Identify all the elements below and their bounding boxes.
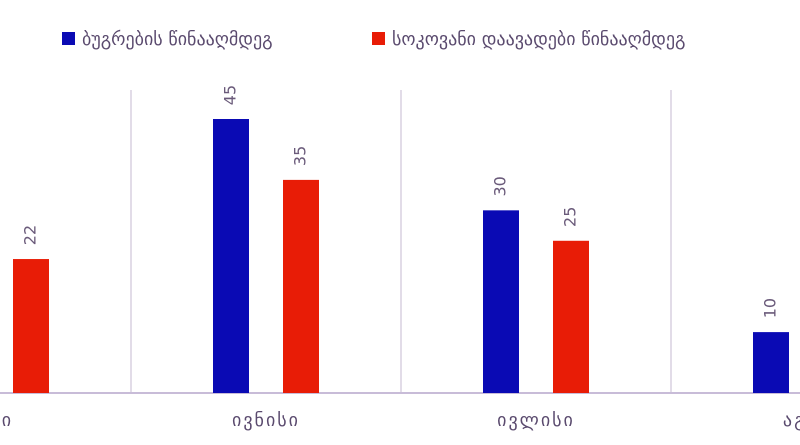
x-tick-label: ივლისი — [497, 410, 575, 431]
bar — [13, 259, 49, 393]
x-tick-label: აგვი — [783, 410, 800, 431]
legend-swatch — [372, 32, 385, 45]
bar — [753, 332, 789, 393]
legend-label: ბუგრების წინააღმდეგ — [82, 29, 273, 50]
bar — [553, 240, 589, 393]
value-label: 22 — [21, 225, 40, 245]
legend-label: სოკოვანი დაავადები წინააღმდეგ — [392, 29, 685, 50]
bar — [483, 210, 519, 393]
value-label: 45 — [221, 85, 240, 105]
bar — [283, 179, 319, 393]
legend-swatch — [62, 32, 75, 45]
value-label: 35 — [291, 146, 310, 166]
value-label: 10 — [761, 298, 780, 318]
x-tick-label: ივნისი — [232, 410, 300, 431]
bar — [213, 119, 249, 393]
value-label: 30 — [491, 176, 510, 196]
value-label: 25 — [561, 207, 580, 227]
x-tick-label: ისი — [0, 410, 13, 431]
